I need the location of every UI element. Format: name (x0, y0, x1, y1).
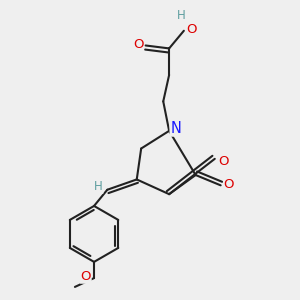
Text: O: O (224, 178, 234, 191)
Text: H: H (94, 180, 103, 193)
Text: N: N (170, 121, 181, 136)
Text: O: O (218, 155, 228, 168)
Text: O: O (133, 38, 143, 50)
Text: H: H (177, 9, 186, 22)
Text: O: O (81, 270, 91, 283)
Text: O: O (186, 23, 196, 36)
